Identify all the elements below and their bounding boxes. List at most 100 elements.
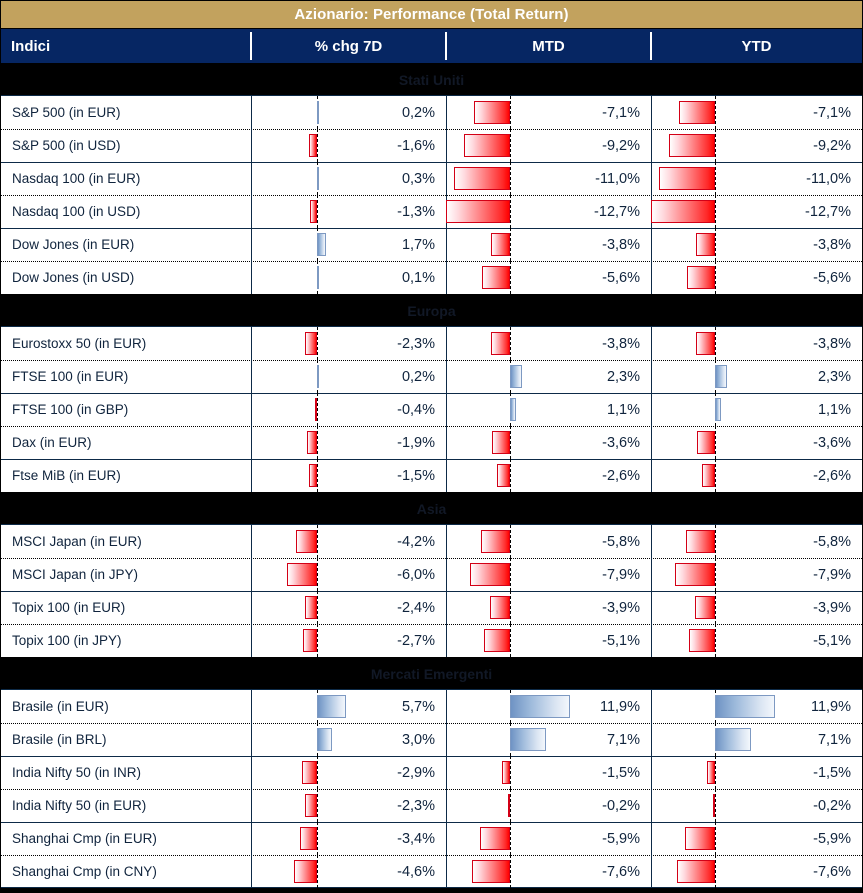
table-row[interactable]: Nasdaq 100 (in USD) -1,3% -12,7% -12,7% (1, 195, 862, 228)
zero-axis-line (317, 195, 318, 228)
zero-axis-line (317, 789, 318, 822)
metric-cell-mtd: -5,8% (446, 525, 651, 558)
negative-bar (696, 431, 715, 454)
row-label: Topix 100 (in JPY) (12, 633, 122, 648)
table-row[interactable]: S&P 500 (in EUR) 0,2% -7,1% -7,1% (1, 96, 862, 129)
value-ytd: -9,2% (813, 137, 851, 154)
value-ytd: -7,6% (813, 863, 851, 880)
column-divider (251, 129, 252, 162)
value-ytd: -3,9% (813, 599, 851, 616)
value-chg7d: -0,4% (397, 401, 435, 418)
table-row[interactable]: Topix 100 (in JPY) -2,7% -5,1% -5,1% (1, 624, 862, 657)
negative-bar (668, 134, 715, 157)
zero-axis-line (715, 162, 716, 195)
column-divider (446, 822, 447, 855)
table-row[interactable]: MSCI Japan (in JPY) -6,0% -7,9% -7,9% (1, 558, 862, 591)
column-divider (446, 360, 447, 393)
column-header-mtd: MTD (532, 37, 565, 55)
header-divider-3 (650, 32, 652, 60)
table-row[interactable]: Nasdaq 100 (in EUR) 0,3% -11,0% -11,0% (1, 162, 862, 195)
table-row[interactable]: Dow Jones (in EUR) 1,7% -3,8% -3,8% (1, 228, 862, 261)
metric-cell-ytd: -1,5% (651, 756, 862, 789)
metric-cell-chg7d: -2,7% (251, 624, 446, 657)
column-divider (251, 162, 252, 195)
table-row[interactable]: Dax (in EUR) -1,9% -3,6% -3,6% (1, 426, 862, 459)
table-row[interactable]: FTSE 100 (in EUR) 0,2% 2,3% 2,3% (1, 360, 862, 393)
row-label: Shanghai Cmp (in CNY) (12, 864, 157, 879)
metric-cell-mtd: -7,9% (446, 558, 651, 591)
column-divider (446, 459, 447, 492)
negative-bar (303, 629, 317, 652)
negative-bar (310, 200, 317, 223)
group-band-rule (1, 326, 862, 327)
zero-axis-line (317, 558, 318, 591)
row-label: India Nifty 50 (in EUR) (12, 798, 147, 813)
metric-cell-mtd: -3,8% (446, 327, 651, 360)
value-mtd: -3,8% (602, 236, 640, 253)
column-divider (446, 162, 447, 195)
metric-cell-ytd: -3,8% (651, 228, 862, 261)
negative-bar (471, 860, 510, 883)
table-row[interactable]: Brasile (in EUR) 5,7% 11,9% 11,9% (1, 690, 862, 723)
metric-cell-chg7d: -1,9% (251, 426, 446, 459)
header-divider-2 (445, 32, 447, 60)
column-divider (651, 624, 652, 657)
metric-cell-mtd: -3,6% (446, 426, 651, 459)
table-row[interactable]: Shanghai Cmp (in CNY) -4,6% -7,6% -7,6% (1, 855, 862, 888)
metric-cell-mtd: -3,9% (446, 591, 651, 624)
table-row[interactable]: Brasile (in BRL) 3,0% 7,1% 7,1% (1, 723, 862, 756)
value-chg7d: -4,2% (397, 533, 435, 550)
column-divider (651, 96, 652, 129)
positive-bar (317, 728, 333, 751)
positive-bar (317, 695, 346, 718)
value-ytd: -5,1% (813, 632, 851, 649)
negative-bar (463, 134, 510, 157)
value-chg7d: -2,9% (397, 764, 435, 781)
positive-bar (510, 365, 522, 388)
value-mtd: -5,6% (602, 269, 640, 286)
negative-bar (305, 794, 317, 817)
metric-cell-ytd: -5,8% (651, 525, 862, 558)
table-row[interactable]: Eurostoxx 50 (in EUR) -2,3% -3,8% -3,8% (1, 327, 862, 360)
zero-axis-line (715, 459, 716, 492)
table-row[interactable]: MSCI Japan (in EUR) -4,2% -5,8% -5,8% (1, 525, 862, 558)
table-row[interactable]: Topix 100 (in EUR) -2,4% -3,9% -3,9% (1, 591, 862, 624)
zero-axis-line (510, 855, 511, 888)
column-divider (251, 360, 252, 393)
negative-bar (490, 332, 510, 355)
negative-bar (445, 200, 510, 223)
table-row[interactable]: Ftse MiB (in EUR) -1,5% -2,6% -2,6% (1, 459, 862, 492)
zero-axis-line (715, 558, 716, 591)
value-mtd: -5,1% (602, 632, 640, 649)
metric-cell-ytd: 11,9% (651, 690, 862, 723)
group-header-europa: Europa (1, 294, 862, 327)
column-divider (651, 855, 652, 888)
value-chg7d: -3,4% (397, 830, 435, 847)
row-label: Brasile (in BRL) (12, 732, 107, 747)
table-row[interactable]: India Nifty 50 (in INR) -2,9% -1,5% -1,5% (1, 756, 862, 789)
table-row[interactable]: FTSE 100 (in GBP) -0,4% 1,1% 1,1% (1, 393, 862, 426)
column-divider (446, 96, 447, 129)
metric-cell-mtd: -2,6% (446, 459, 651, 492)
negative-bar (496, 464, 510, 487)
zero-axis-line (510, 624, 511, 657)
table-row[interactable]: Dow Jones (in USD) 0,1% -5,6% -5,6% (1, 261, 862, 294)
value-chg7d: -2,4% (397, 599, 435, 616)
positive-bar (715, 728, 751, 751)
positive-bar (317, 266, 319, 289)
positive-bar (317, 167, 319, 190)
table-row[interactable]: Shanghai Cmp (in EUR) -3,4% -5,9% -5,9% (1, 822, 862, 855)
table-row[interactable]: S&P 500 (in USD) -1,6% -9,2% -9,2% (1, 129, 862, 162)
negative-bar (299, 827, 317, 850)
value-mtd: -12,7% (594, 203, 640, 220)
group-header-label: Europa (407, 302, 456, 319)
group-band-rule (1, 524, 862, 525)
row-label: FTSE 100 (in GBP) (12, 402, 129, 417)
metric-cell-ytd: -12,7% (650, 195, 862, 228)
positive-bar (510, 728, 546, 751)
negative-bar (490, 596, 510, 619)
metric-cell-ytd: -3,9% (651, 591, 862, 624)
row-label: India Nifty 50 (in INR) (12, 765, 142, 780)
table-row[interactable]: India Nifty 50 (in EUR) -2,3% -0,2% -0,2% (1, 789, 862, 822)
positive-bar (510, 398, 516, 421)
